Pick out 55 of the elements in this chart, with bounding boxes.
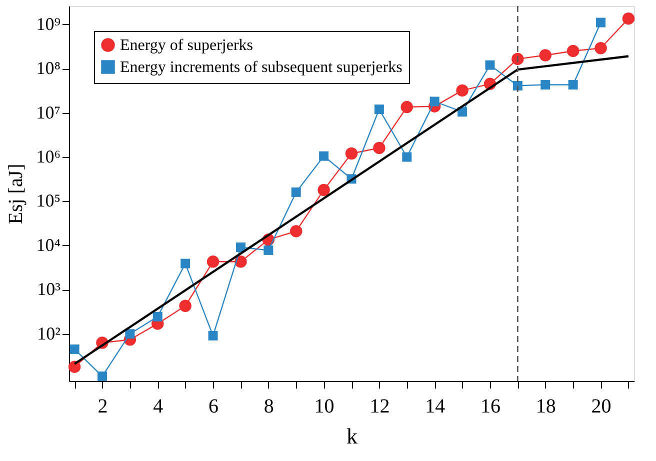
point: [374, 104, 384, 114]
point: [180, 258, 190, 268]
x-tick-label: 14: [425, 396, 446, 418]
y-tick-label: 10⁴: [36, 234, 60, 255]
legend-label: Energy increments of subsequent superjerks: [120, 59, 402, 76]
point: [290, 225, 302, 238]
point: [568, 80, 578, 90]
point: [179, 300, 192, 312]
x-tick-label: 10: [314, 396, 334, 418]
x-tick-label: 4: [153, 396, 164, 418]
x-tick-label: 6: [208, 396, 219, 418]
x-tick-label: 8: [264, 396, 274, 418]
point: [373, 142, 386, 154]
point: [512, 52, 524, 66]
point: [485, 60, 495, 70]
point: [152, 312, 162, 322]
x-tick-label: 12: [370, 396, 390, 418]
y-axis-title: Esj [aJ]: [5, 164, 28, 224]
y-tick-label: 10⁵: [36, 190, 60, 211]
point: [318, 184, 330, 196]
point: [125, 329, 135, 339]
x-tick-label: 16: [480, 396, 500, 418]
point: [291, 187, 301, 197]
point: [264, 245, 274, 255]
point: [430, 96, 440, 106]
x-tick-label: 20: [591, 396, 612, 418]
point: [236, 242, 246, 252]
point: [208, 330, 218, 340]
point: [566, 44, 580, 58]
point: [70, 344, 80, 354]
point: [234, 256, 247, 268]
x-tick-label: 2: [98, 396, 108, 418]
point: [594, 42, 607, 54]
point: [539, 49, 552, 62]
point: [400, 100, 414, 114]
point: [402, 152, 412, 162]
point: [97, 372, 107, 382]
point: [596, 18, 606, 28]
point: [319, 151, 329, 161]
y-tick-label: 10²: [37, 323, 60, 344]
legend-label: Energy of superjerks: [120, 37, 253, 54]
point: [456, 84, 468, 97]
y-tick-label: 10⁶: [36, 146, 60, 167]
point: [540, 80, 550, 90]
point: [622, 12, 635, 25]
x-tick-label: 18: [536, 396, 556, 418]
x-axis-title: k: [346, 424, 358, 448]
y-tick-label: 10³: [37, 279, 62, 300]
y-tick-label: 10⁷: [36, 102, 60, 122]
point: [68, 360, 81, 373]
y-tick-label: 10⁸: [36, 58, 60, 78]
y-tick-label: 10⁹: [36, 14, 60, 34]
point: [512, 80, 522, 90]
point: [206, 256, 220, 268]
point: [345, 147, 358, 160]
